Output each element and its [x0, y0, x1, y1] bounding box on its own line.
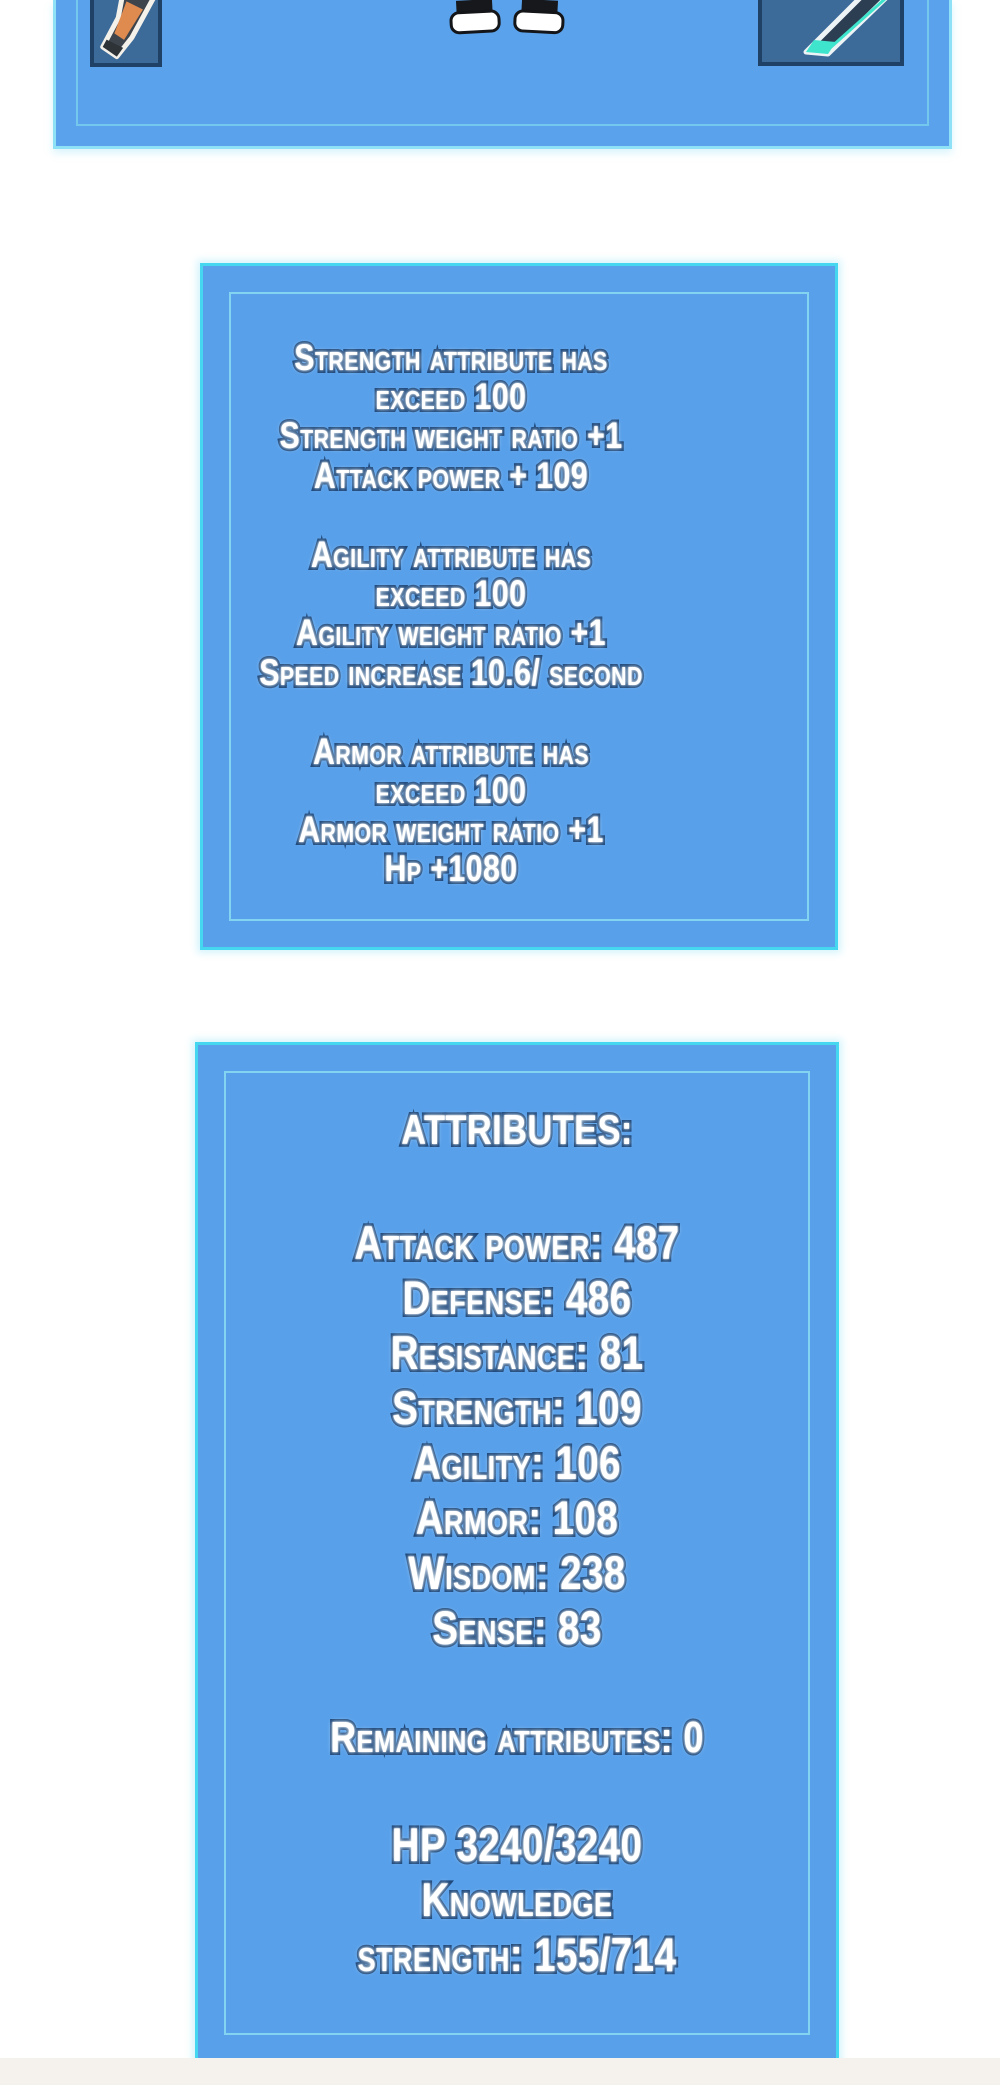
equipment-panel — [53, 0, 952, 149]
blade-icon — [803, 0, 888, 57]
notice-line: Armor weight ratio +1 — [296, 807, 606, 852]
notice-line: exceed 100 — [373, 768, 528, 813]
stat-line-strength: Strength: 109 — [390, 1378, 644, 1437]
agility-notice: Agility attribute has exceed 100 Agility… — [192, 532, 710, 695]
attributes-title: ATTRIBUTES: — [399, 1103, 635, 1156]
sneakers-icon — [449, 0, 565, 35]
notice-line: exceed 100 — [373, 374, 528, 419]
notice-line: Strength weight ratio +1 — [277, 413, 625, 458]
stat-line-resistance: Resistance: 81 — [388, 1323, 645, 1382]
stat-line-sense: Sense: 83 — [430, 1598, 604, 1657]
knowledge-line: Knowledge — [419, 1870, 614, 1929]
armor-notice: Armor attribute has exceed 100 Armor wei… — [192, 729, 710, 892]
attributes-panel: ATTRIBUTES: Attack power: 487 Defense: 4… — [195, 1042, 839, 2064]
equipment-slot-right — [758, 0, 904, 66]
stat-line-defense: Defense: 486 — [400, 1268, 633, 1327]
crossbow-stock-icon — [100, 0, 158, 60]
hp-line: HP 3240/3240 — [389, 1815, 644, 1874]
notice-line: Strength attribute has — [292, 335, 610, 380]
knowledge-strength-line: strength: 155/714 — [355, 1925, 678, 1984]
notice-text-block: Strength attribute has exceed 100 Streng… — [192, 335, 710, 929]
notice-line: Attack power + 109 — [311, 452, 590, 497]
notice-line: Agility weight ratio +1 — [294, 610, 608, 655]
character-shoes — [445, 0, 571, 40]
stat-line-armor: Armor: 108 — [413, 1488, 620, 1547]
notice-line: Hp +1080 — [382, 846, 520, 891]
stat-line-wisdom: Wisdom: 238 — [406, 1543, 628, 1602]
notice-line: Armor attribute has — [311, 729, 591, 774]
strength-notice: Strength attribute has exceed 100 Streng… — [192, 335, 710, 498]
notice-line: Agility attribute has — [308, 532, 593, 577]
notice-line: exceed 100 — [373, 571, 528, 616]
remaining-attributes-line: Remaining attributes: 0 — [328, 1710, 706, 1765]
stat-line-attack-power: Attack power: 487 — [352, 1213, 682, 1272]
stat-line-agility: Agility: 106 — [411, 1433, 623, 1492]
page-bottom-strip — [0, 2058, 1000, 2085]
attributes-text-block: ATTRIBUTES: Attack power: 487 Defense: 4… — [255, 1103, 778, 1984]
equipment-slot-left — [90, 0, 162, 67]
notice-line: Speed increase 10.6/ second — [257, 649, 645, 694]
attribute-notice-panel: Strength attribute has exceed 100 Streng… — [200, 263, 838, 950]
